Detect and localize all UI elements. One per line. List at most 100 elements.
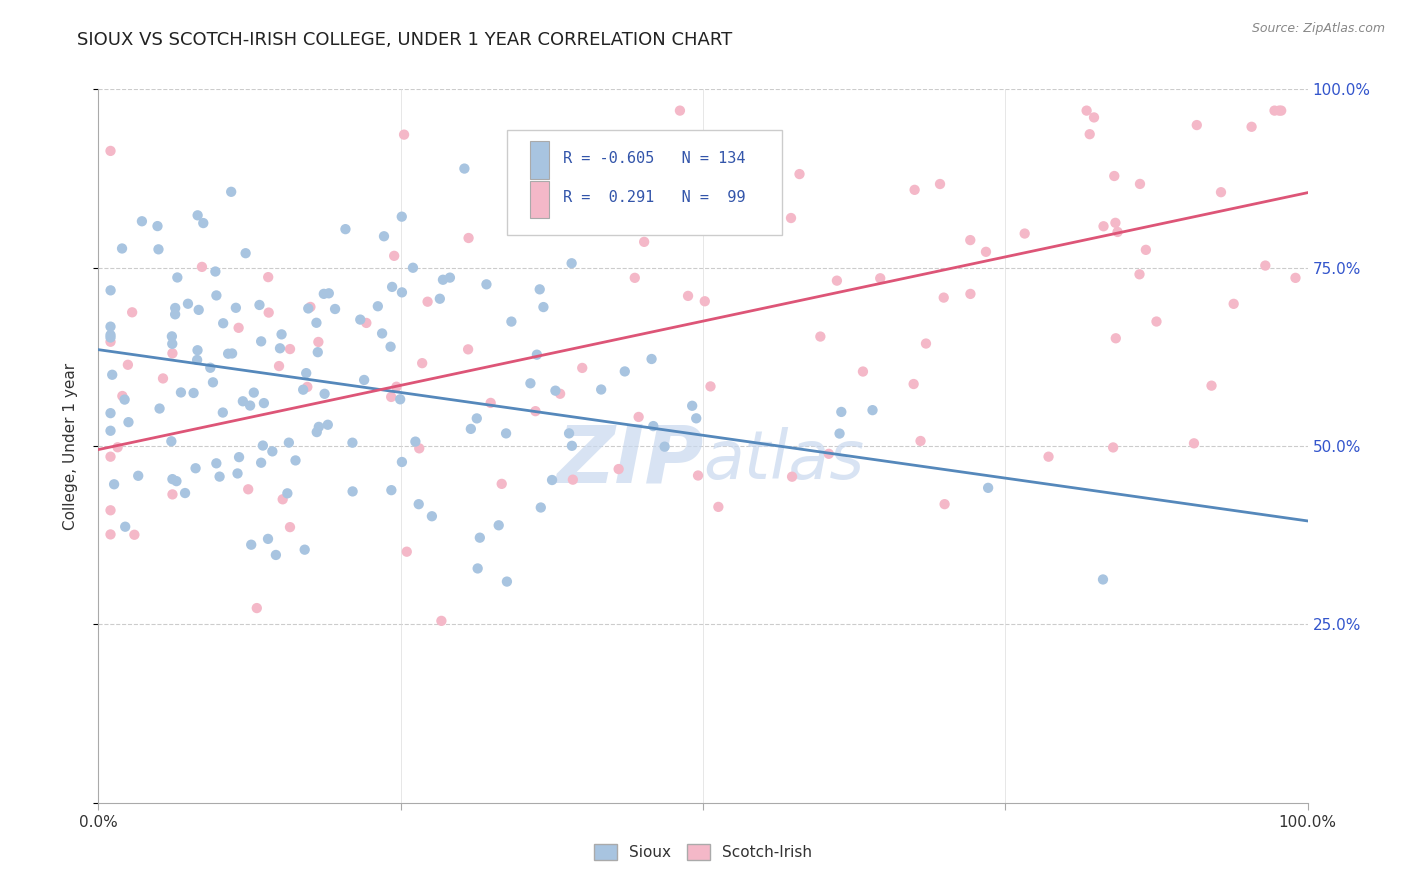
Point: [591, 383, 613, 397]
Point: [1270, 103, 1292, 118]
Point: [561, 256, 583, 270]
Point: [257, 305, 280, 319]
Point: [208, 469, 231, 483]
Point: [391, 210, 413, 224]
Point: [262, 444, 284, 458]
Point: [349, 312, 371, 326]
Point: [467, 561, 489, 575]
Point: [257, 270, 280, 285]
Point: [519, 376, 541, 391]
Point: [294, 542, 316, 557]
Point: [1284, 271, 1306, 285]
Point: [561, 439, 583, 453]
Point: [184, 461, 207, 475]
Point: [111, 242, 134, 256]
Point: [496, 574, 519, 589]
Point: [817, 447, 839, 461]
Point: [977, 481, 1000, 495]
Point: [117, 415, 139, 429]
Point: [295, 366, 318, 380]
Point: [162, 336, 184, 351]
Point: [669, 103, 692, 118]
Point: [121, 305, 143, 319]
Point: [316, 417, 339, 432]
Point: [488, 518, 510, 533]
Point: [335, 222, 357, 236]
Point: [607, 462, 630, 476]
Point: [305, 316, 328, 330]
Point: [468, 531, 491, 545]
Point: [162, 346, 184, 360]
Point: [1263, 103, 1285, 118]
Point: [193, 216, 215, 230]
Point: [225, 301, 247, 315]
Point: [1038, 450, 1060, 464]
Point: [205, 456, 228, 470]
Point: [699, 379, 721, 393]
Point: [780, 469, 803, 483]
Point: [148, 401, 170, 416]
Point: [250, 334, 273, 349]
Point: [226, 467, 249, 481]
Point: [238, 483, 260, 497]
Point: [571, 360, 593, 375]
Point: [1240, 120, 1263, 134]
Point: [929, 177, 952, 191]
Point: [212, 316, 235, 330]
Point: [186, 343, 208, 358]
Point: [253, 396, 276, 410]
Y-axis label: College, Under 1 year: College, Under 1 year: [63, 362, 77, 530]
Point: [404, 434, 426, 449]
Point: [200, 360, 222, 375]
Point: [353, 373, 375, 387]
Point: [269, 341, 291, 355]
Point: [852, 365, 875, 379]
Point: [825, 274, 848, 288]
Point: [111, 389, 134, 403]
Point: [114, 392, 136, 407]
Point: [693, 294, 716, 309]
Point: [219, 185, 242, 199]
Point: [257, 532, 280, 546]
Point: [1201, 378, 1223, 392]
Point: [270, 327, 292, 342]
Point: [124, 527, 146, 541]
Point: [240, 538, 263, 552]
Point: [501, 315, 523, 329]
Point: [373, 229, 395, 244]
Point: [100, 406, 122, 420]
Point: [107, 440, 129, 454]
Point: [246, 601, 269, 615]
Point: [299, 300, 322, 314]
Point: [117, 358, 139, 372]
Point: [633, 235, 655, 249]
Point: [308, 420, 330, 434]
Point: [389, 392, 412, 407]
Point: [239, 399, 262, 413]
Point: [643, 419, 665, 434]
Point: [1092, 219, 1115, 234]
Point: [342, 484, 364, 499]
Point: [862, 403, 884, 417]
Point: [100, 527, 122, 541]
Point: [627, 409, 650, 424]
Point: [100, 450, 122, 464]
Point: [228, 321, 250, 335]
Point: [869, 271, 891, 285]
Point: [249, 298, 271, 312]
Point: [402, 260, 425, 275]
Point: [1135, 243, 1157, 257]
Point: [910, 434, 932, 448]
Point: [681, 399, 703, 413]
Point: [312, 286, 335, 301]
Text: atlas: atlas: [703, 427, 865, 493]
Point: [278, 520, 301, 534]
Point: [391, 285, 413, 300]
Point: [1182, 436, 1205, 450]
Point: [385, 380, 408, 394]
Point: [267, 359, 290, 373]
Point: [292, 383, 315, 397]
Point: [165, 307, 187, 321]
Point: [1104, 216, 1126, 230]
Point: [789, 167, 811, 181]
